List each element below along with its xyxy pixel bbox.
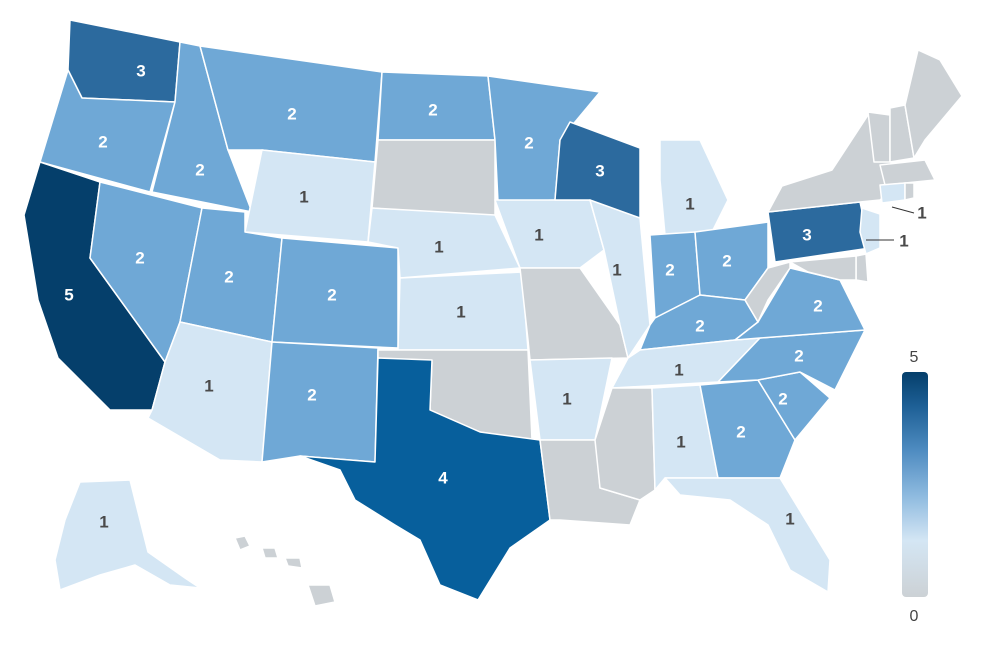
state-alaska[interactable]: [54, 479, 201, 591]
state-label-mt: 2: [287, 104, 296, 123]
state-label-co: 2: [327, 285, 336, 304]
state-rhode-island[interactable]: [904, 182, 915, 201]
state-label-ga: 2: [736, 422, 745, 441]
state-maine[interactable]: [904, 49, 963, 159]
state-label-pa: 3: [802, 225, 811, 244]
state-oregon[interactable]: [39, 69, 176, 193]
state-west-virginia[interactable]: [744, 261, 791, 323]
state-label-tx: 4: [438, 468, 448, 487]
state-label-ks: 1: [456, 302, 465, 321]
state-label-wi: 3: [595, 161, 604, 180]
state-delaware[interactable]: [855, 253, 869, 283]
state-label-ut: 2: [224, 267, 233, 286]
leader-line-ct: [891, 206, 915, 214]
state-label-ak: 1: [99, 512, 108, 531]
state-label-az: 1: [204, 376, 213, 395]
state-label-or: 2: [98, 132, 107, 151]
state-label-wa: 3: [136, 61, 145, 80]
state-label-va: 2: [813, 296, 822, 315]
state-new-jersey[interactable]: [859, 207, 881, 255]
state-maryland[interactable]: [789, 255, 857, 281]
state-new-mexico[interactable]: [261, 341, 379, 463]
state-label-nv: 2: [135, 248, 144, 267]
color-legend: 5 0: [902, 349, 928, 625]
state-texas[interactable]: [299, 357, 551, 601]
state-label-ia: 1: [534, 225, 543, 244]
state-label-al: 1: [676, 432, 685, 451]
state-label-mn: 2: [524, 133, 533, 152]
state-label-tn: 1: [674, 360, 683, 379]
state-south-dakota[interactable]: [371, 139, 496, 219]
state-label-nc: 2: [794, 346, 803, 365]
legend-max-label: 5: [910, 349, 919, 366]
state-mississippi[interactable]: [594, 387, 656, 501]
state-massachusetts[interactable]: [879, 159, 936, 186]
state-label-ar: 1: [562, 389, 571, 408]
legend-color-bar: [902, 372, 928, 597]
state-label-ct: 1: [917, 203, 926, 222]
state-wyoming[interactable]: [244, 149, 376, 243]
state-label-in: 2: [665, 260, 674, 279]
state-label-nj: 1: [899, 231, 908, 250]
state-label-id: 2: [195, 160, 204, 179]
state-label-ne: 1: [434, 237, 443, 256]
state-label-wy: 1: [299, 187, 308, 206]
state-connecticut[interactable]: [879, 182, 906, 204]
state-label-oh: 2: [722, 251, 731, 270]
state-label-fl: 1: [785, 509, 794, 528]
state-label-mi: 1: [685, 194, 694, 213]
state-label-nd: 2: [428, 100, 437, 119]
state-hawaii[interactable]: [234, 535, 336, 607]
state-michigan[interactable]: [659, 139, 729, 236]
state-label-il: 1: [612, 260, 621, 279]
state-label-ky: 2: [695, 316, 704, 335]
state-label-ca: 5: [64, 285, 73, 304]
state-washington[interactable]: [67, 19, 181, 103]
state-label-sc: 2: [778, 389, 787, 408]
legend-min-label: 0: [910, 608, 919, 625]
state-label-nm: 2: [307, 385, 316, 404]
state-florida[interactable]: [664, 477, 831, 593]
